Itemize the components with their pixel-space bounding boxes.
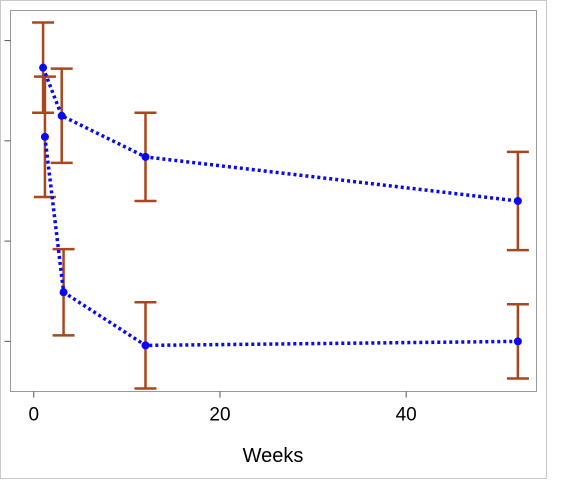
data-point [40, 132, 49, 141]
data-point [59, 288, 68, 297]
data-point [513, 337, 522, 346]
data-point [39, 63, 48, 72]
x-axis: 0 20 40 [28, 391, 417, 426]
data-point [141, 152, 150, 161]
x-axis-title: Weeks [243, 445, 304, 467]
series-line [43, 136, 518, 348]
x-tick-label: 40 [396, 405, 417, 426]
series-lines [41, 66, 519, 348]
x-tick-label: 20 [209, 405, 230, 426]
y-axis [4, 40, 11, 342]
data-point [57, 111, 66, 120]
plot-area [10, 10, 537, 392]
series-line [41, 66, 519, 203]
series-points [39, 63, 522, 350]
x-tick-label: 0 [28, 405, 39, 426]
data-point [513, 197, 522, 205]
data-point [141, 341, 150, 350]
